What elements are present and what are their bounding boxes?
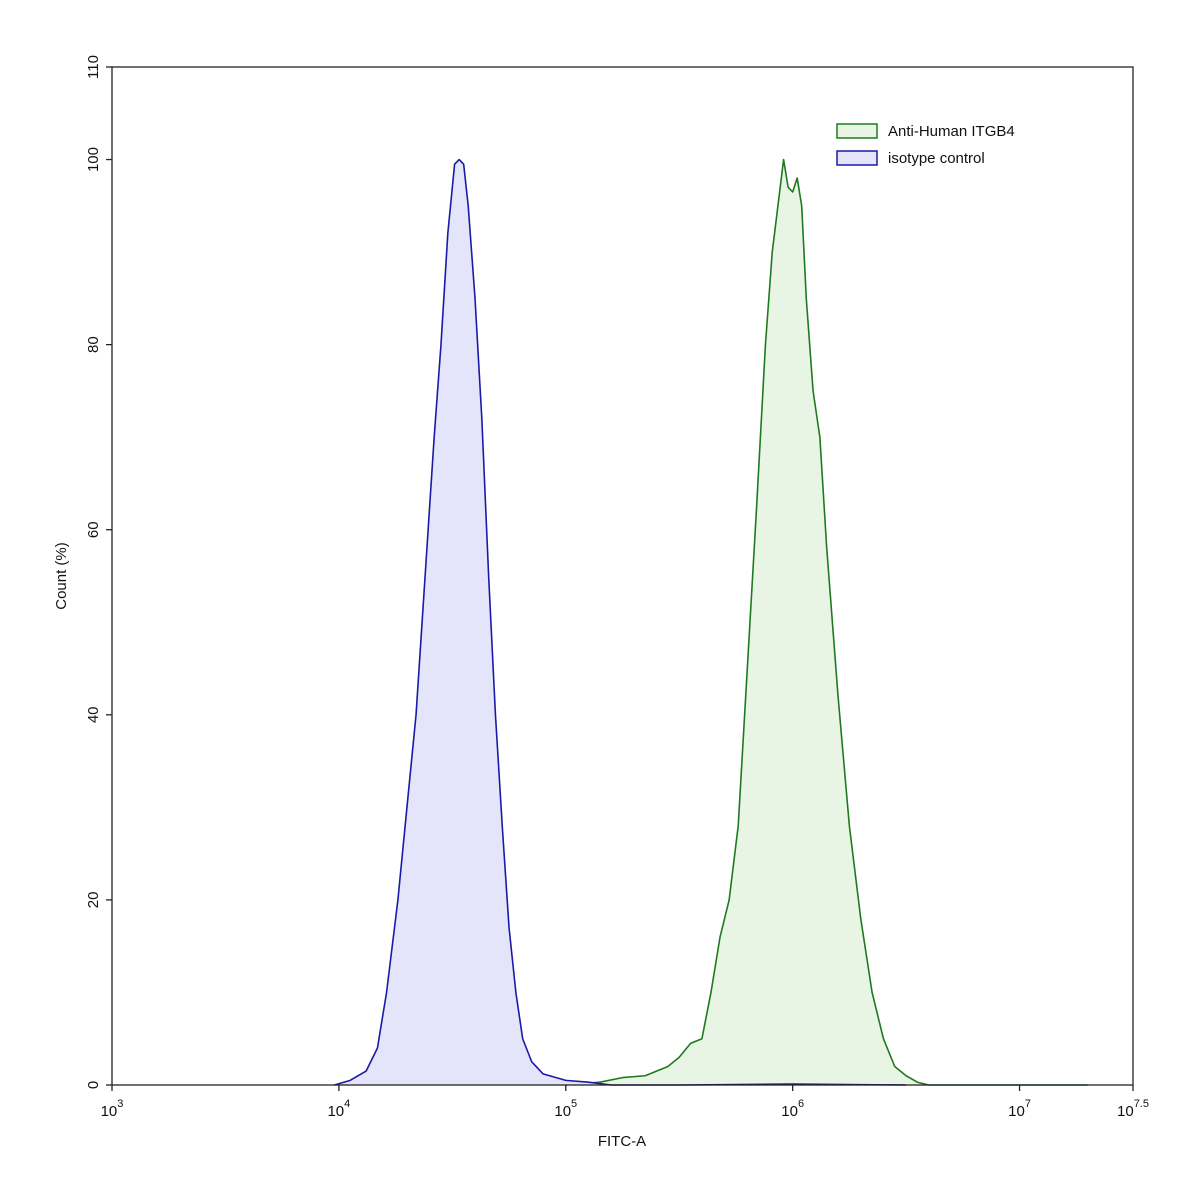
y-tick-label: 110 <box>85 55 102 79</box>
x-tick-label: 105 <box>554 1098 577 1120</box>
x-tick-label: 107 <box>1008 1098 1031 1120</box>
x-tick-label: 104 <box>327 1098 350 1120</box>
y-tick-label: 0 <box>85 1081 102 1089</box>
x-tick-exponent: 3 <box>117 1098 123 1110</box>
y-tick-label: 100 <box>85 147 102 172</box>
legend-label: Anti-Human ITGB4 <box>888 123 1015 140</box>
legend-label: isotype control <box>888 150 985 167</box>
area-fill <box>565 159 1088 1086</box>
x-tick-base: 10 <box>101 1103 118 1120</box>
x-tick-label: 103 <box>101 1098 124 1120</box>
plot-frame <box>111 66 1134 1086</box>
y-tick-label: 20 <box>85 892 102 909</box>
histogram-line <box>565 158 1088 1086</box>
x-tick-exponent: 7.5 <box>1134 1098 1149 1110</box>
x-tick-base: 10 <box>1117 1103 1134 1120</box>
x-tick-exponent: 6 <box>798 1098 804 1110</box>
x-tick-base: 10 <box>554 1103 571 1120</box>
x-tick-exponent: 4 <box>344 1098 350 1110</box>
y-tick-label: 60 <box>85 521 102 538</box>
histogram-line <box>334 158 907 1086</box>
y-tick-label: 40 <box>85 706 102 723</box>
x-tick-label: 106 <box>781 1098 804 1120</box>
legend-swatch <box>836 123 878 139</box>
x-tick-exponent: 7 <box>1025 1098 1031 1110</box>
x-axis-label: FITC-A <box>598 1133 646 1150</box>
x-tick-label: 107.5 <box>1117 1098 1149 1120</box>
legend-swatch <box>836 150 878 166</box>
x-tick-exponent: 5 <box>571 1098 577 1110</box>
y-axis-label: Count (%) <box>53 542 70 610</box>
area-fill <box>334 159 907 1086</box>
x-tick-base: 10 <box>327 1103 344 1120</box>
x-tick-base: 10 <box>781 1103 798 1120</box>
y-tick-label: 80 <box>85 336 102 353</box>
x-tick-base: 10 <box>1008 1103 1025 1120</box>
